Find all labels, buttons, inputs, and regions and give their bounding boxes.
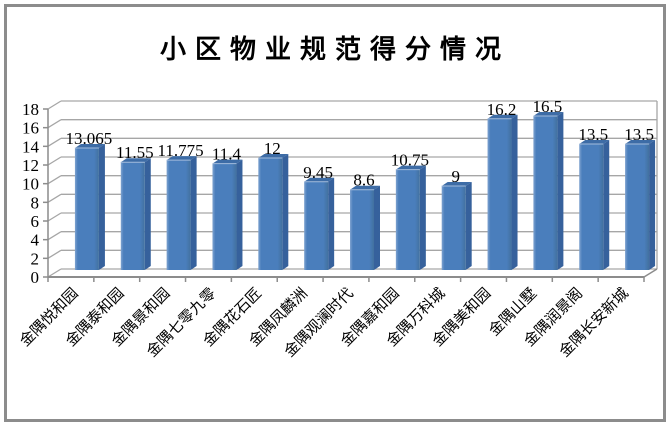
bar-top-face <box>441 182 472 186</box>
value-label: 10.75 <box>391 151 429 170</box>
bar-front-face <box>441 186 466 270</box>
bar-side-face <box>419 165 426 270</box>
bar-side-face <box>144 158 151 270</box>
bar-金隅花石匠[interactable] <box>258 154 289 270</box>
bar-side-face <box>374 185 380 270</box>
gridline-depth-connector <box>47 249 62 259</box>
value-label: 13.5 <box>578 125 608 144</box>
value-label: 13.065 <box>66 129 113 148</box>
y-axis-label: 12 <box>22 156 39 175</box>
bar-side-face <box>557 112 564 270</box>
gridline-depth-connector <box>47 193 62 203</box>
bar-front-face <box>212 163 237 270</box>
bar-金隅观澜时代[interactable] <box>350 185 380 270</box>
gridline-depth-connector <box>47 137 62 147</box>
gridline-depth-connector <box>47 175 62 185</box>
bar-金隅长安新城[interactable] <box>625 140 656 270</box>
gridline-depth-connector <box>47 212 62 222</box>
bar-front-face <box>166 160 191 270</box>
y-axis-label: 4 <box>31 231 40 250</box>
bar-金隅凤麟洲[interactable] <box>304 177 335 270</box>
bar-top-face <box>304 177 335 182</box>
bar-front-face <box>395 169 420 270</box>
bar-top-face <box>166 156 197 161</box>
value-label: 8.6 <box>353 171 374 190</box>
bar-front-face <box>304 181 329 270</box>
y-axis-label: 0 <box>31 268 40 287</box>
floor-right-depth-edge <box>643 268 658 278</box>
bar-top-face <box>395 165 426 170</box>
value-label: 13.5 <box>624 125 654 144</box>
value-label: 11.4 <box>212 145 242 164</box>
bar-side-face <box>328 177 335 270</box>
bar-front-face <box>625 144 650 270</box>
bar-top-face <box>120 158 151 163</box>
y-axis-label: 2 <box>31 249 40 268</box>
bar-top-face <box>579 140 610 144</box>
gridline-depth-connector <box>47 119 62 129</box>
bar-front-face <box>579 144 604 270</box>
bar-top-face <box>258 154 289 158</box>
bar-金隅万科城[interactable] <box>441 182 472 270</box>
value-label: 16.2 <box>487 100 517 119</box>
value-label: 16.5 <box>533 97 563 116</box>
gridline-depth-connector <box>47 156 62 166</box>
gridline-depth-connector <box>47 268 62 278</box>
bar-金隅景和园[interactable] <box>166 156 197 270</box>
gridline-depth-connector <box>47 100 62 110</box>
bar-top-face <box>487 114 518 119</box>
bar-金隅七零九零[interactable] <box>212 159 243 270</box>
bar-金隅美和园[interactable] <box>487 114 518 270</box>
y-axis-label: 16 <box>22 119 39 138</box>
y-axis-label: 14 <box>22 137 40 156</box>
y-axis-label: 8 <box>31 193 40 212</box>
bar-front-face <box>258 158 283 270</box>
bar-front-face <box>350 189 374 270</box>
value-label: 12 <box>264 139 281 158</box>
bar-side-face <box>649 140 656 270</box>
bar-side-face <box>236 159 243 270</box>
y-axis-label: 10 <box>22 175 39 194</box>
y-axis-label: 6 <box>31 212 40 231</box>
bar-金隅嘉和园[interactable] <box>395 165 426 270</box>
bar-side-face <box>511 114 518 270</box>
bar-side-face <box>282 154 289 270</box>
bar-side-face <box>190 156 197 270</box>
bar-金隅润景阁[interactable] <box>579 140 610 270</box>
bar-front-face <box>533 116 558 270</box>
bar-top-face <box>625 140 656 144</box>
bar-front-face <box>487 118 512 270</box>
y-axis-label: 18 <box>22 100 39 119</box>
bar-front-face <box>120 162 145 270</box>
bar-金隅悦和园[interactable] <box>74 144 105 270</box>
bar-side-face <box>98 144 105 270</box>
bar-side-face <box>465 182 472 270</box>
bar-top-face <box>212 159 243 164</box>
bar-front-face <box>74 148 99 270</box>
chart-title: 小区物业规范得分情况 <box>159 35 510 64</box>
value-label: 9.45 <box>303 163 333 182</box>
bar-top-face <box>533 112 564 116</box>
bar-金隅山墅[interactable] <box>533 112 564 270</box>
bar-top-face <box>350 185 380 190</box>
bar-side-face <box>603 140 610 270</box>
value-label: 11.55 <box>116 143 154 162</box>
value-label: 9 <box>451 167 460 186</box>
value-label: 11.775 <box>158 141 204 160</box>
bar-金隅泰和园[interactable] <box>120 158 151 270</box>
gridline-depth-connector <box>47 231 62 241</box>
bar-top-face <box>74 144 105 149</box>
